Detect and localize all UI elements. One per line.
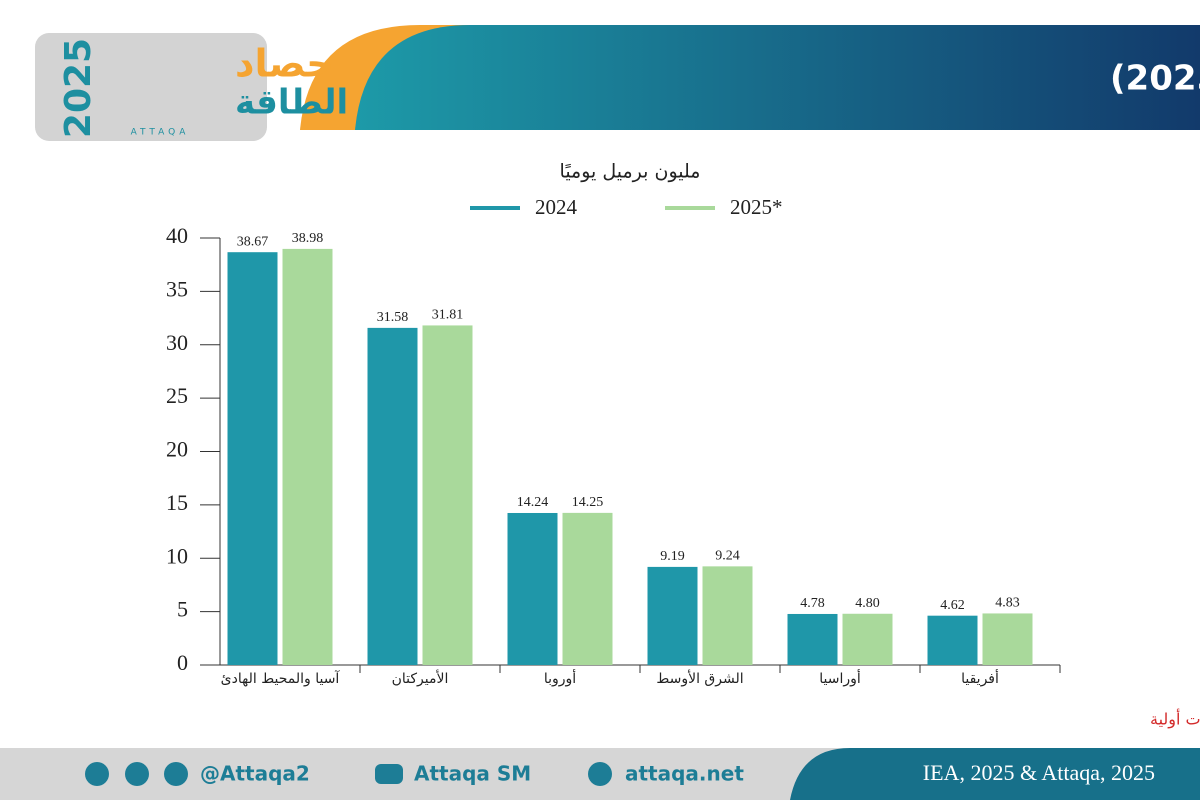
- bar: [422, 325, 473, 665]
- bar: [227, 252, 278, 665]
- bar: [927, 615, 978, 665]
- y-tick-label: 0: [177, 650, 188, 675]
- logo-name: حصاد: [235, 42, 334, 86]
- value-label: 38.67: [237, 234, 269, 249]
- bar: [507, 512, 558, 665]
- y-tick-label: 40: [166, 223, 188, 248]
- x-tick-label: أوروبا: [543, 671, 577, 687]
- source: IEA, 2025 & Attaqa, 2025: [923, 760, 1155, 785]
- x-tick-label: أوراسيا: [819, 671, 861, 687]
- bar: [367, 327, 418, 665]
- instagram-icon: [125, 762, 149, 786]
- y-axis-label: مليون برميل يوميًا: [560, 161, 701, 183]
- bar: [702, 566, 753, 665]
- logo-year: 2025: [58, 38, 99, 138]
- logo-box: [35, 33, 267, 141]
- y-tick-label: 20: [166, 437, 188, 462]
- bar: [562, 512, 613, 665]
- bar: [842, 613, 893, 665]
- value-label: 31.81: [432, 308, 464, 323]
- x-tick-label: الأميركتان: [391, 671, 449, 687]
- facebook-icon: [164, 762, 188, 786]
- chart-title: الطلب على النفط حسب المنطقة (2024-2025): [1110, 59, 1200, 99]
- header-banner: [355, 25, 1200, 130]
- bar: [982, 613, 1033, 665]
- x-tick-label: آسيا والمحيط الهادئ: [220, 671, 340, 687]
- footer-source-band: [790, 748, 1200, 800]
- x-tick-label: أفريقيا: [961, 671, 999, 687]
- youtube-icon: [375, 764, 403, 784]
- value-label: 38.98: [292, 231, 324, 246]
- x-icon: [85, 762, 109, 786]
- value-label: 4.80: [855, 596, 880, 611]
- value-label: 4.78: [800, 596, 825, 611]
- y-tick-label: 10: [166, 543, 188, 568]
- y-tick-label: 30: [166, 330, 188, 355]
- y-tick-label: 15: [166, 490, 188, 515]
- y-tick-label: 5: [177, 597, 188, 622]
- youtube-handle: Attaqa SM: [414, 762, 531, 786]
- web-icon: [588, 762, 612, 786]
- y-tick-label: 35: [166, 276, 188, 301]
- value-label: 9.24: [715, 549, 740, 564]
- twitter-handle: @Attaqa2: [200, 762, 310, 786]
- bar: [647, 566, 698, 665]
- legend-label: 2025*: [730, 195, 783, 219]
- website: attaqa.net: [625, 762, 744, 786]
- value-label: 4.62: [940, 598, 965, 613]
- value-label: 9.19: [660, 549, 685, 564]
- bar: [787, 613, 838, 665]
- logo-brand: الطاقة: [235, 83, 348, 123]
- logo-latin: ATTAQA: [131, 128, 190, 138]
- legend-label: 2024: [535, 195, 578, 219]
- value-label: 14.25: [572, 495, 604, 510]
- bar: [282, 248, 333, 666]
- value-label: 14.24: [517, 495, 549, 510]
- value-label: 4.83: [995, 596, 1020, 611]
- x-tick-label: الشرق الأوسط: [656, 671, 744, 687]
- value-label: 31.58: [377, 310, 409, 325]
- y-tick-label: 25: [166, 383, 188, 408]
- note: *تقديرات أولية: [1150, 709, 1200, 730]
